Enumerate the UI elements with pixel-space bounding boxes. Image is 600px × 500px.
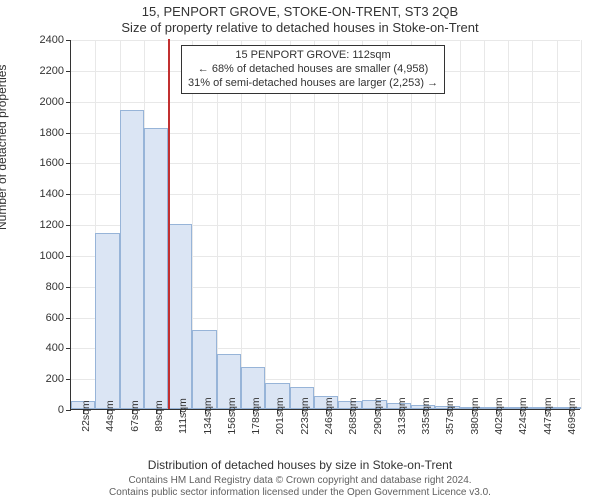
ytick-mark [66,348,71,349]
annotation-line-3: 31% of semi-detached houses are larger (… [188,77,438,91]
ytick-label: 0 [4,404,64,416]
ytick-label: 400 [4,342,64,354]
ytick-mark [66,410,71,411]
ytick-label: 2400 [4,34,64,46]
ytick-label: 1000 [4,250,64,262]
gridline-v [460,40,461,409]
gridline-v [265,40,266,409]
footer-line-2: Contains public sector information licen… [0,487,600,498]
gridline-v [411,40,412,409]
ytick-mark [66,163,71,164]
ytick-mark [66,40,71,41]
subject-marker-line [168,39,170,409]
gridline-v [581,40,582,409]
ytick-mark [66,133,71,134]
ytick-mark [66,287,71,288]
gridline-h [71,102,580,103]
gridline-v [338,40,339,409]
gridline-v [484,40,485,409]
xtick-label: 246sqm [323,397,335,434]
histogram-bar [95,233,119,409]
ytick-label: 1400 [4,188,64,200]
ytick-label: 1600 [4,157,64,169]
xtick-label: 402sqm [493,397,505,434]
ytick-label: 1800 [4,127,64,139]
chart-title-main: 15, PENPORT GROVE, STOKE-ON-TRENT, ST3 2… [0,4,600,19]
gridline-v [290,40,291,409]
ytick-label: 2000 [4,96,64,108]
ytick-mark [66,102,71,103]
xtick-label: 357sqm [444,397,456,434]
plot-area: 15 PENPORT GROVE: 112sqm← 68% of detache… [70,40,580,410]
footer-line-1: Contains HM Land Registry data © Crown c… [0,475,600,486]
xtick-label: 335sqm [420,397,432,434]
xtick-label: 424sqm [517,397,529,434]
ytick-mark [66,256,71,257]
ytick-label: 600 [4,312,64,324]
annotation-box: 15 PENPORT GROVE: 112sqm← 68% of detache… [181,45,445,94]
xtick-label: 178sqm [250,397,262,434]
chart-container: 15, PENPORT GROVE, STOKE-ON-TRENT, ST3 2… [0,0,600,500]
xtick-label: 447sqm [542,397,554,434]
y-axis-label: Number of detached properties [0,65,9,230]
ytick-label: 2200 [4,65,64,77]
gridline-v [362,40,363,409]
xtick-label: 156sqm [226,397,238,434]
histogram-bar [120,110,144,409]
histogram-bar [144,128,168,409]
xtick-label: 380sqm [469,397,481,434]
xtick-label: 22sqm [80,400,92,432]
ytick-mark [66,71,71,72]
gridline-v [314,40,315,409]
xtick-label: 67sqm [129,400,141,432]
gridline-v [241,40,242,409]
ytick-mark [66,379,71,380]
ytick-label: 200 [4,373,64,385]
x-axis-label: Distribution of detached houses by size … [0,458,600,472]
xtick-label: 44sqm [104,400,116,432]
chart-title-sub: Size of property relative to detached ho… [0,20,600,35]
xtick-label: 313sqm [396,397,408,434]
xtick-label: 134sqm [202,397,214,434]
gridline-v [532,40,533,409]
gridline-v [557,40,558,409]
xtick-label: 268sqm [347,397,359,434]
ytick-mark [66,194,71,195]
annotation-line-2: ← 68% of detached houses are smaller (4,… [188,63,438,77]
histogram-bar [168,224,192,409]
xtick-label: 111sqm [177,398,189,434]
ytick-mark [66,225,71,226]
xtick-label: 290sqm [372,397,384,434]
gridline-h [71,40,580,41]
xtick-label: 201sqm [274,397,286,434]
ytick-label: 800 [4,281,64,293]
xtick-label: 469sqm [566,397,578,434]
ytick-label: 1200 [4,219,64,231]
gridline-v [387,40,388,409]
xtick-label: 223sqm [299,397,311,434]
ytick-mark [66,318,71,319]
gridline-v [435,40,436,409]
annotation-line-1: 15 PENPORT GROVE: 112sqm [188,49,438,63]
xtick-label: 89sqm [153,400,165,432]
gridline-v [508,40,509,409]
